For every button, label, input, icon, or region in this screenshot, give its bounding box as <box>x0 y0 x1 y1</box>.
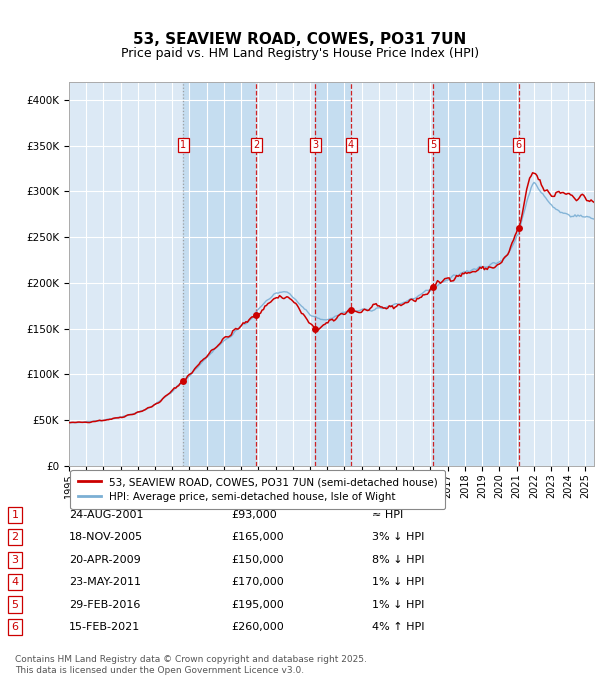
Text: 2: 2 <box>253 140 259 150</box>
Text: 20-APR-2009: 20-APR-2009 <box>69 555 141 564</box>
Bar <box>518 82 594 466</box>
Bar <box>184 82 256 466</box>
Text: 18-NOV-2005: 18-NOV-2005 <box>69 532 143 542</box>
Legend: 53, SEAVIEW ROAD, COWES, PO31 7UN (semi-detached house), HPI: Average price, sem: 53, SEAVIEW ROAD, COWES, PO31 7UN (semi-… <box>70 470 445 509</box>
Text: 29-FEB-2016: 29-FEB-2016 <box>69 600 140 609</box>
Text: 3: 3 <box>312 140 318 150</box>
Text: 2: 2 <box>11 532 19 542</box>
Text: 24-AUG-2001: 24-AUG-2001 <box>69 510 143 520</box>
Text: 53, SEAVIEW ROAD, COWES, PO31 7UN: 53, SEAVIEW ROAD, COWES, PO31 7UN <box>133 32 467 47</box>
Bar <box>256 82 315 466</box>
Text: 6: 6 <box>515 140 521 150</box>
Text: 3% ↓ HPI: 3% ↓ HPI <box>372 532 424 542</box>
Text: 1% ↓ HPI: 1% ↓ HPI <box>372 600 424 609</box>
Text: 15-FEB-2021: 15-FEB-2021 <box>69 622 140 632</box>
Text: 1: 1 <box>181 140 187 150</box>
Bar <box>351 82 433 466</box>
Text: Contains HM Land Registry data © Crown copyright and database right 2025.
This d: Contains HM Land Registry data © Crown c… <box>15 655 367 675</box>
Text: £150,000: £150,000 <box>231 555 284 564</box>
Text: £195,000: £195,000 <box>231 600 284 609</box>
Text: ≈ HPI: ≈ HPI <box>372 510 403 520</box>
Text: 4: 4 <box>348 140 354 150</box>
Bar <box>315 82 351 466</box>
Bar <box>433 82 518 466</box>
Text: £93,000: £93,000 <box>231 510 277 520</box>
Text: Price paid vs. HM Land Registry's House Price Index (HPI): Price paid vs. HM Land Registry's House … <box>121 46 479 60</box>
Text: 8% ↓ HPI: 8% ↓ HPI <box>372 555 425 564</box>
Text: 23-MAY-2011: 23-MAY-2011 <box>69 577 141 587</box>
Text: £165,000: £165,000 <box>231 532 284 542</box>
Text: 6: 6 <box>11 622 19 632</box>
Text: 5: 5 <box>11 600 19 609</box>
Text: 3: 3 <box>11 555 19 564</box>
Bar <box>69 82 184 466</box>
Text: 4% ↑ HPI: 4% ↑ HPI <box>372 622 425 632</box>
Text: 1: 1 <box>11 510 19 520</box>
Text: 1% ↓ HPI: 1% ↓ HPI <box>372 577 424 587</box>
Text: 5: 5 <box>430 140 436 150</box>
Text: £170,000: £170,000 <box>231 577 284 587</box>
Text: £260,000: £260,000 <box>231 622 284 632</box>
Text: 4: 4 <box>11 577 19 587</box>
